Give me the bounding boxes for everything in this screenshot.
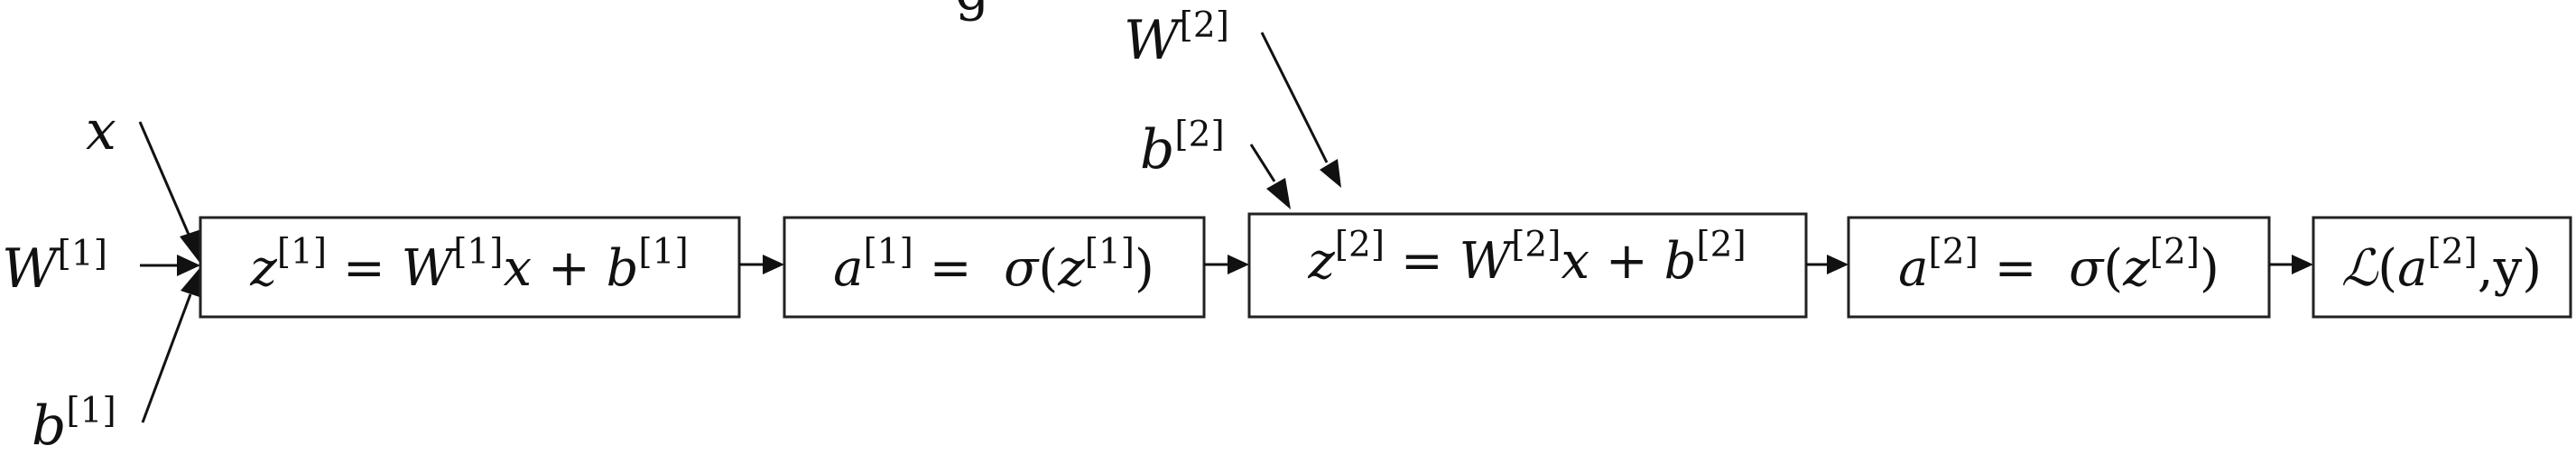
a2-sigma: σ <box>2069 239 2105 298</box>
input-w1-base: W <box>2 237 61 301</box>
box-z1 <box>199 216 741 319</box>
z2-plus: + <box>1589 232 1664 291</box>
a1-lhs-sup: [1] <box>864 232 913 273</box>
z1-w: W <box>402 239 458 298</box>
equation-a1: a[1] = σ(z[1]) <box>833 232 1154 298</box>
box-a1 <box>783 216 1206 319</box>
z2-lhs-sup: [2] <box>1335 225 1385 265</box>
a2-open-paren: ( <box>2103 239 2123 298</box>
box-loss <box>2312 216 2572 319</box>
z1-lhs-sup: [1] <box>277 232 327 273</box>
input-w1-label: W[1] <box>2 234 107 301</box>
input-b1-sup: [1] <box>66 391 116 432</box>
loss-open-paren: ( <box>2377 239 2397 298</box>
arrow-z1-to-a1 <box>739 255 784 274</box>
a2-z: z <box>2122 239 2150 298</box>
a1-z-sup: [1] <box>1085 232 1135 273</box>
loss-fn: ℒ <box>2341 239 2379 298</box>
loss-comma: , <box>2478 239 2494 298</box>
z2-x: x <box>1561 232 1589 291</box>
a1-sigma: σ <box>1004 239 1040 298</box>
z1-w-sup: [1] <box>453 232 503 273</box>
a2-lhs: a <box>1898 239 1928 298</box>
a2-lhs-sup: [2] <box>1929 232 1978 273</box>
a2-close-paren: ) <box>2200 239 2219 298</box>
a2-z-sup: [2] <box>2150 232 2200 273</box>
input-b2-base: b <box>1140 118 1174 181</box>
arrow-a1-to-z2 <box>1204 255 1249 274</box>
z2-lhs: z <box>1307 232 1335 291</box>
arrow-b1-to-z1 <box>141 267 202 423</box>
input-b2-sup: [2] <box>1174 115 1224 155</box>
a2-equals: = <box>1978 239 2069 298</box>
title-fragment: g <box>955 0 989 23</box>
arrow-a2-to-loss <box>2269 255 2313 274</box>
z2-w: W <box>1459 232 1515 291</box>
arrow-w1-to-z1 <box>140 255 200 276</box>
equation-loss: ℒ(a[2],y) <box>2341 232 2542 298</box>
a1-open-paren: ( <box>1038 239 1058 298</box>
loss-y: y <box>2493 239 2523 298</box>
loss-a-sup: [2] <box>2428 232 2478 273</box>
z1-x: x <box>503 239 532 298</box>
loss-a: a <box>2397 239 2427 298</box>
z1-plus: + <box>532 239 607 298</box>
loss-close-paren: ) <box>2522 239 2542 298</box>
z2-b: b <box>1664 232 1697 291</box>
equation-a2: a[2] = σ(z[2]) <box>1898 232 2219 298</box>
z1-b: b <box>607 239 639 298</box>
input-w2-label: W[2] <box>1124 5 1229 72</box>
arrow-b2-to-z2 <box>1249 144 1291 209</box>
z1-lhs: z <box>249 239 277 298</box>
equation-z1: z[1] = W[1]x + b[1] <box>249 232 688 298</box>
equation-z2: z[2] = W[2]x + b[2] <box>1307 225 1746 291</box>
a1-close-paren: ) <box>1135 239 1154 298</box>
a1-equals: = <box>913 239 1004 298</box>
box-z2 <box>1247 212 1808 319</box>
box-a2 <box>1847 216 2271 319</box>
arrow-x-to-z1 <box>138 121 201 264</box>
input-w2-base: W <box>1124 9 1183 72</box>
z1-b-sup: [1] <box>638 232 688 273</box>
z1-equals: = <box>327 239 402 298</box>
input-w1-sup: [1] <box>58 234 107 274</box>
z2-w-sup: [2] <box>1511 225 1561 265</box>
a1-z: z <box>1057 239 1085 298</box>
input-b2-label: b[2] <box>1140 115 1225 181</box>
input-b1-base: b <box>32 394 66 458</box>
a1-lhs: a <box>833 239 863 298</box>
input-w2-sup: [2] <box>1180 5 1229 46</box>
arrow-w2-to-z2 <box>1260 32 1341 188</box>
arrow-z2-to-a2 <box>1806 255 1849 274</box>
z2-b-sup: [2] <box>1696 225 1746 265</box>
input-x-label: x <box>86 99 116 162</box>
input-b1-label: b[1] <box>32 391 116 458</box>
z2-equals: = <box>1385 232 1459 291</box>
